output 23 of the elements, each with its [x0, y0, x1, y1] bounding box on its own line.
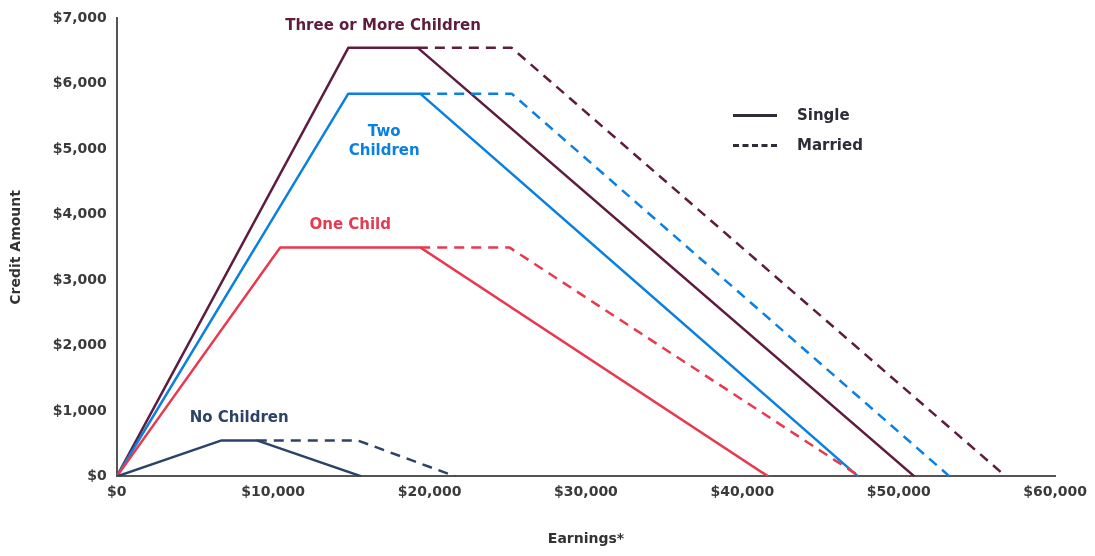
series-label: Three or More Children	[285, 15, 481, 34]
x-tick-label: $10,000	[241, 483, 306, 500]
y-tick-label: $1,000	[52, 401, 108, 418]
x-axis-title: Earnings*	[547, 530, 625, 547]
x-tick-label: $40,000	[710, 483, 775, 500]
x-tick-label: $20,000	[397, 483, 462, 500]
annotation: Single	[797, 106, 850, 124]
y-tick-label: $7,000	[52, 9, 108, 26]
annotation: Married	[797, 136, 863, 154]
y-tick-label: $3,000	[52, 270, 108, 287]
series-label: Two Children	[348, 121, 420, 159]
y-tick-label: $2,000	[52, 336, 108, 353]
y-tick-label: $4,000	[52, 205, 108, 222]
x-tick-label: $0	[107, 483, 127, 500]
y-tick-label: $5,000	[52, 139, 108, 156]
y-tick-label: $0	[87, 467, 108, 484]
series-label: No Children	[189, 408, 289, 427]
x-tick-label: $60,000	[1023, 483, 1088, 500]
x-tick-label: $50,000	[866, 483, 931, 500]
x-tick-label: $30,000	[554, 483, 619, 500]
y-tick-label: $6,000	[52, 74, 108, 91]
y-axis-title: Credit Amount	[7, 189, 24, 305]
series-label: One Child	[309, 215, 391, 234]
